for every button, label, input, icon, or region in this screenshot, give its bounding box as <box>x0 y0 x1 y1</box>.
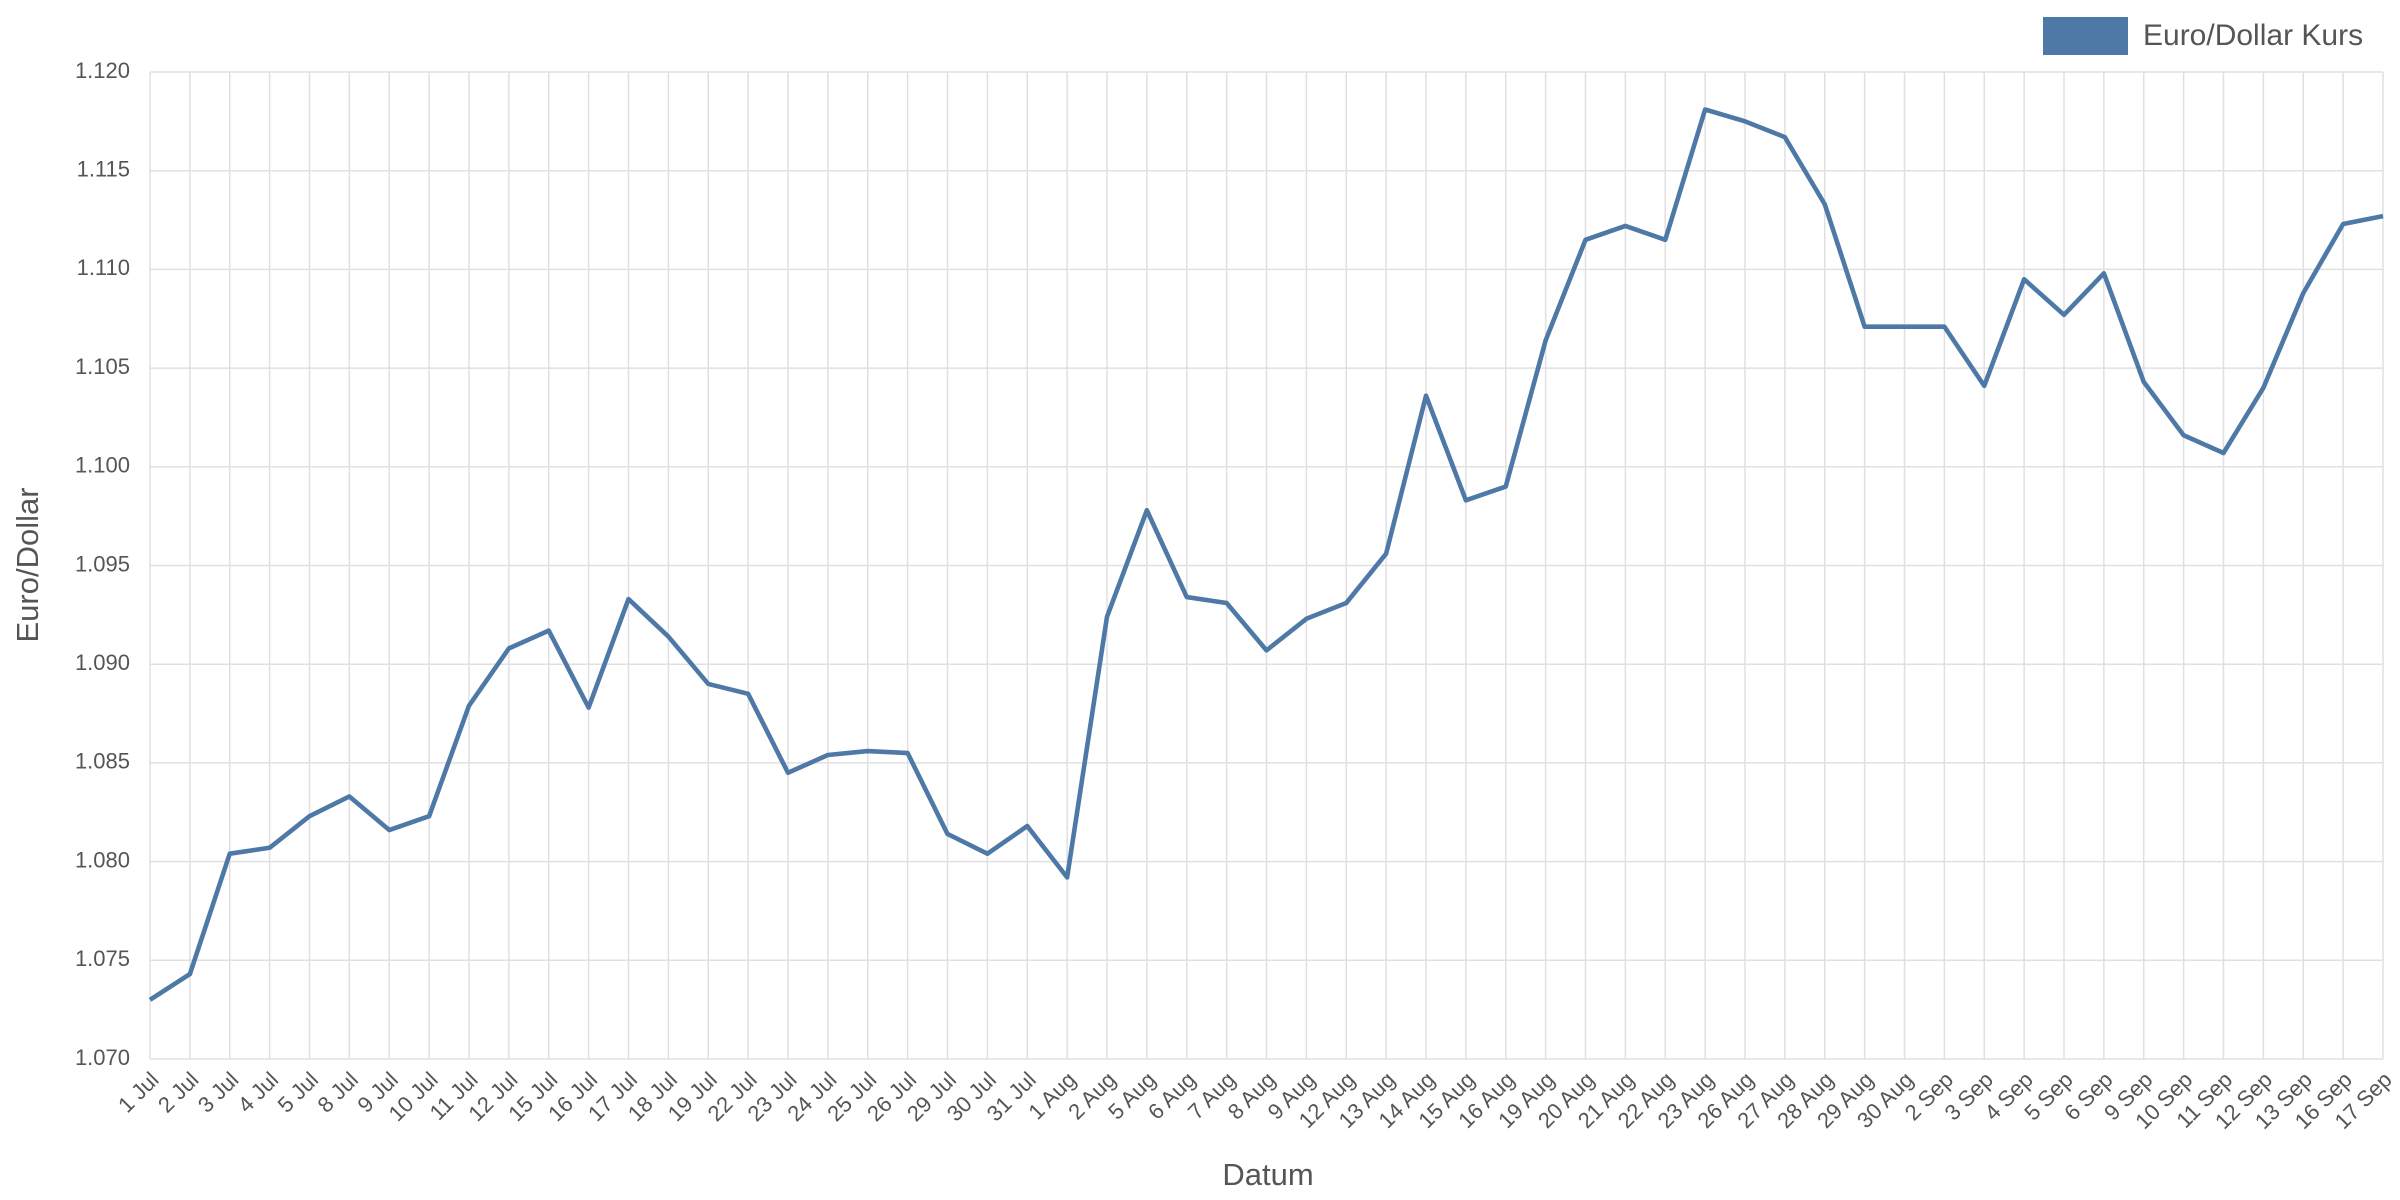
x-tick-label: 4 Jul <box>233 1067 284 1118</box>
y-tick-label: 1.070 <box>75 1045 130 1070</box>
x-tick-label: 1 Jul <box>113 1067 164 1118</box>
x-tick-label: 2 Jul <box>153 1067 204 1118</box>
y-tick-label: 1.095 <box>75 551 130 576</box>
y-tick-label: 1.100 <box>75 453 130 478</box>
y-tick-label: 1.110 <box>77 255 130 280</box>
x-axis-title: Datum <box>1222 1157 1313 1192</box>
y-tick-label: 1.115 <box>77 157 130 182</box>
x-tick-label: 5 Jul <box>273 1067 324 1118</box>
legend-label: Euro/Dollar Kurs <box>2143 19 2363 52</box>
x-tick-label: 3 Jul <box>193 1067 244 1118</box>
y-tick-label: 1.090 <box>75 650 130 675</box>
x-tick-label: 8 Jul <box>312 1067 363 1118</box>
y-tick-label: 1.105 <box>75 354 130 379</box>
y-tick-label: 1.085 <box>75 749 130 774</box>
data-line <box>148 107 2384 1002</box>
y-tick-label: 1.075 <box>75 946 130 971</box>
y-axis-title: Euro/Dollar <box>10 487 45 642</box>
legend-swatch <box>2043 17 2128 55</box>
y-tick-label: 1.120 <box>75 58 130 83</box>
y-tick-label: 1.080 <box>75 847 130 872</box>
